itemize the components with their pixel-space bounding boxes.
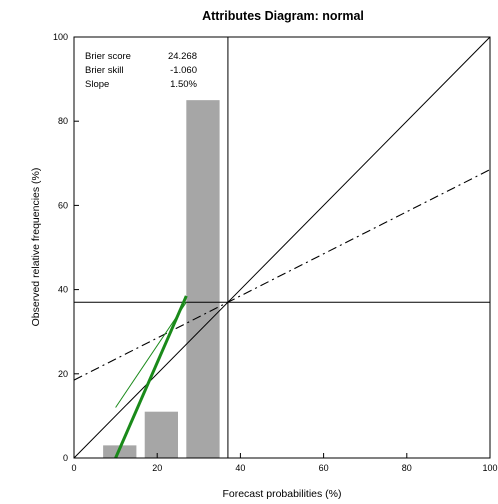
y-tick-label: 60 [58,200,68,210]
ticks-layer: 0 20 40 60 80 100 0 20 40 60 80 100 [53,32,498,473]
no-skill-line [73,169,491,381]
x-axis-label: Forecast probabilities (%) [222,488,341,500]
reliability-fit-line [114,295,188,459]
y-tick-label: 100 [53,32,68,42]
stat-value: 1.50% [170,79,197,90]
bars-layer [103,100,220,459]
stat-value: 24.268 [168,51,197,62]
x-tick-label: 40 [235,463,245,473]
stat-label: Brier score [85,51,131,62]
y-axis-label: Observed relative frequencies (%) [30,168,42,327]
x-tick-label: 80 [402,463,412,473]
stat-label: Slope [85,79,109,90]
plot-frame [73,36,491,459]
chart-title: Attributes Diagram: normal [202,9,364,23]
x-tick-label: 100 [482,463,497,473]
x-tick-label: 20 [152,463,162,473]
x-tick-label: 60 [319,463,329,473]
stat-value: -1.060 [170,65,197,76]
y-tick-label: 40 [58,285,68,295]
y-tick-label: 20 [58,369,68,379]
y-tick-label: 0 [63,453,68,463]
y-tick-label: 80 [58,116,68,126]
stats-box: Brier score 24.268 Brier skill -1.060 Slope 1… [85,51,198,90]
lines-layer [73,36,491,459]
bar-2 [144,411,178,458]
stat-label: Brier skill [85,65,124,76]
perfect-reliability-line [73,36,491,459]
bar-3 [186,100,220,459]
x-tick-label: 0 [71,463,76,473]
